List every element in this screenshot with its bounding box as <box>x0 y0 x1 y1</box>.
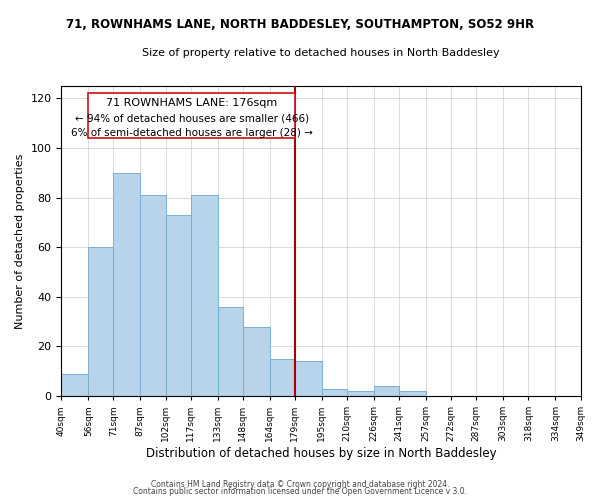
Bar <box>88 247 113 396</box>
Y-axis label: Number of detached properties: Number of detached properties <box>15 154 25 328</box>
Bar <box>191 195 218 396</box>
Text: 6% of semi-detached houses are larger (28) →: 6% of semi-detached houses are larger (2… <box>71 128 313 138</box>
Bar <box>140 195 166 396</box>
Bar <box>347 391 374 396</box>
Bar <box>61 374 88 396</box>
Bar <box>295 362 322 396</box>
Bar <box>399 391 426 396</box>
Bar <box>243 326 270 396</box>
Text: Contains HM Land Registry data © Crown copyright and database right 2024.: Contains HM Land Registry data © Crown c… <box>151 480 449 489</box>
Bar <box>218 307 243 396</box>
Text: ← 94% of detached houses are smaller (466): ← 94% of detached houses are smaller (46… <box>74 114 308 124</box>
Bar <box>374 386 399 396</box>
X-axis label: Distribution of detached houses by size in North Baddesley: Distribution of detached houses by size … <box>146 447 496 460</box>
Bar <box>270 359 295 396</box>
Text: Contains public sector information licensed under the Open Government Licence v : Contains public sector information licen… <box>133 487 467 496</box>
Title: Size of property relative to detached houses in North Baddesley: Size of property relative to detached ho… <box>142 48 500 58</box>
Bar <box>113 173 140 396</box>
Bar <box>166 215 191 396</box>
Bar <box>322 388 347 396</box>
Text: 71 ROWNHAMS LANE: 176sqm: 71 ROWNHAMS LANE: 176sqm <box>106 98 277 108</box>
Text: 71, ROWNHAMS LANE, NORTH BADDESLEY, SOUTHAMPTON, SO52 9HR: 71, ROWNHAMS LANE, NORTH BADDESLEY, SOUT… <box>66 18 534 30</box>
FancyBboxPatch shape <box>88 94 295 138</box>
